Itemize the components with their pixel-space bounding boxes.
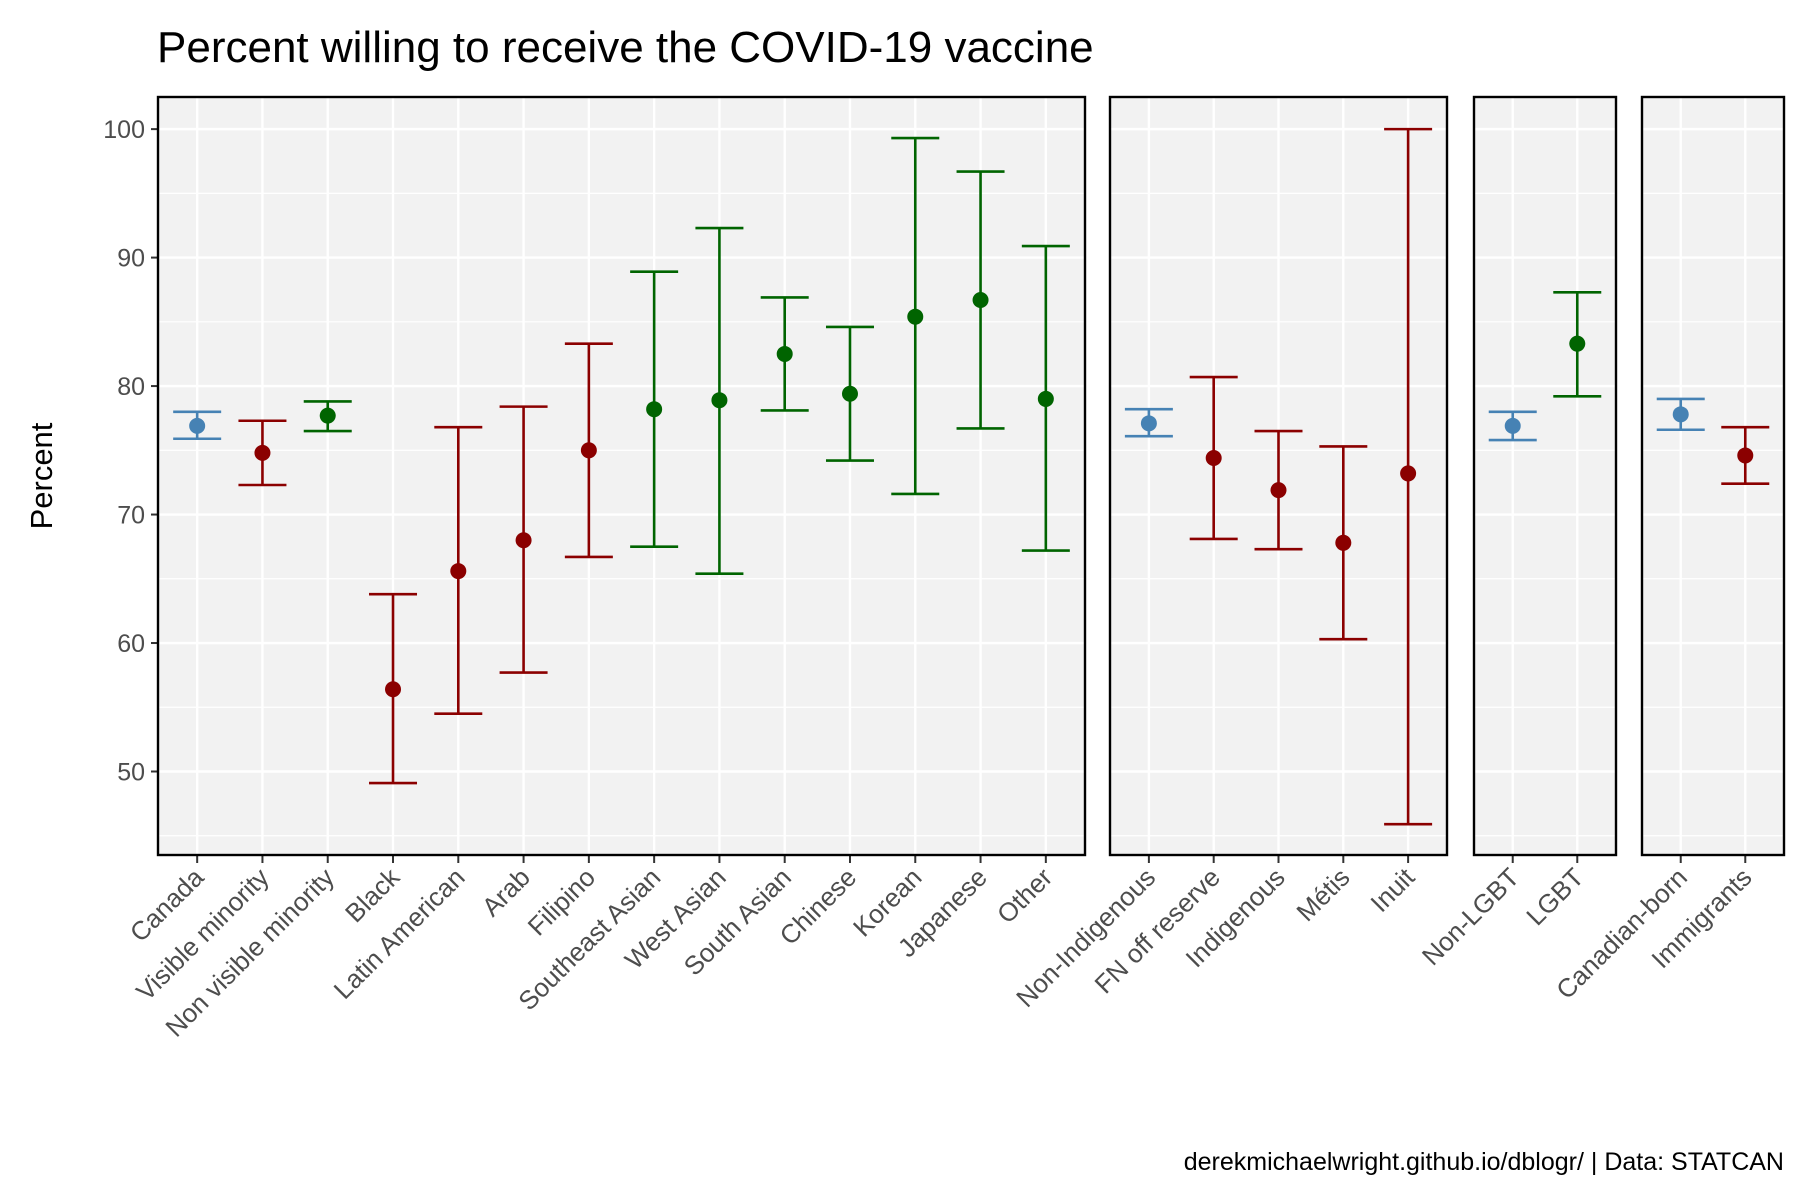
x-tick-label-lgbt: LGBT [1520, 862, 1589, 931]
data-point-group-other [1021, 244, 1070, 552]
panel-background [158, 97, 1085, 855]
data-point-group-fn-off-reserve [1189, 375, 1238, 541]
data-point-group-chinese [825, 325, 874, 462]
data-point-group-southeast-asian [630, 270, 679, 548]
y-tick-label: 90 [117, 245, 145, 273]
chart-caption: derekmichaelwright.github.io/dblogr/ | D… [1184, 1148, 1784, 1176]
point-filipino [580, 442, 597, 459]
y-axis-label: Percent [24, 422, 59, 529]
panel-background [1474, 97, 1616, 855]
point-south-asian [776, 345, 793, 362]
panel-border [1108, 95, 1449, 857]
panel-background [1642, 97, 1784, 855]
data-point-group-black [369, 592, 418, 785]
point-canada [189, 417, 206, 434]
y-tick-label: 50 [117, 758, 145, 786]
y-tick-label: 80 [117, 373, 145, 401]
data-point-group-canadian-born [1656, 397, 1705, 432]
point-lgbt [1569, 335, 1586, 352]
data-point-group-non-indigenous [1124, 407, 1173, 438]
point-non-visible-minority [319, 407, 336, 424]
data-point-group-inuit [1384, 127, 1433, 826]
point-canadian-born [1672, 406, 1689, 423]
data-point-group-m-tis [1319, 445, 1368, 641]
point-non-indigenous [1140, 415, 1157, 432]
data-point-group-japanese [956, 170, 1005, 430]
y-tick-label: 100 [103, 116, 145, 144]
point-arab [515, 532, 532, 549]
point-fn-off-reserve [1205, 450, 1222, 467]
data-point-group-south-asian [760, 296, 809, 412]
point-inuit [1400, 465, 1417, 482]
panel-border [1640, 95, 1786, 857]
panel-border [1472, 95, 1618, 857]
x-tick-label-m-tis: Métis [1290, 862, 1355, 927]
point-m-tis [1335, 534, 1352, 551]
data-point-group-non-visible-minority [303, 400, 352, 433]
point-indigenous [1270, 482, 1287, 499]
data-point-group-non-lgbt [1488, 410, 1537, 442]
panel-border [156, 95, 1087, 857]
chart-title: Percent willing to receive the COVID-19 … [157, 23, 1094, 72]
point-southeast-asian [646, 401, 663, 418]
data-point-group-korean [891, 136, 940, 496]
point-latin-american [450, 563, 467, 580]
data-point-group-immigrants [1721, 425, 1770, 486]
x-tick-label-inuit: Inuit [1364, 861, 1421, 918]
point-immigrants [1737, 447, 1754, 464]
data-point-group-lgbt [1553, 290, 1602, 398]
y-tick-label: 60 [117, 630, 145, 658]
x-tick-label-other: Other [991, 862, 1058, 929]
point-non-lgbt [1504, 417, 1521, 434]
x-tick-label-arab: Arab [476, 862, 536, 922]
data-point-group-arab [499, 405, 548, 674]
point-chinese [841, 385, 858, 402]
y-tick-label: 70 [117, 502, 145, 530]
data-point-group-canada [173, 410, 222, 441]
data-point-group-indigenous [1254, 429, 1303, 551]
point-korean [907, 308, 924, 325]
data-point-group-filipino [564, 342, 613, 559]
data-point-group-latin-american [434, 425, 483, 715]
data-point-group-visible-minority [238, 419, 287, 487]
point-other [1037, 390, 1054, 407]
point-visible-minority [254, 444, 271, 461]
x-tick-label-non-lgbt: Non-LGBT [1416, 862, 1525, 971]
y-axis-ticks: 50 60 70 80 90 100 [103, 116, 158, 786]
data-point-group-west-asian [695, 226, 744, 575]
point-black [385, 681, 402, 698]
point-west-asian [711, 392, 728, 409]
point-japanese [972, 291, 989, 308]
